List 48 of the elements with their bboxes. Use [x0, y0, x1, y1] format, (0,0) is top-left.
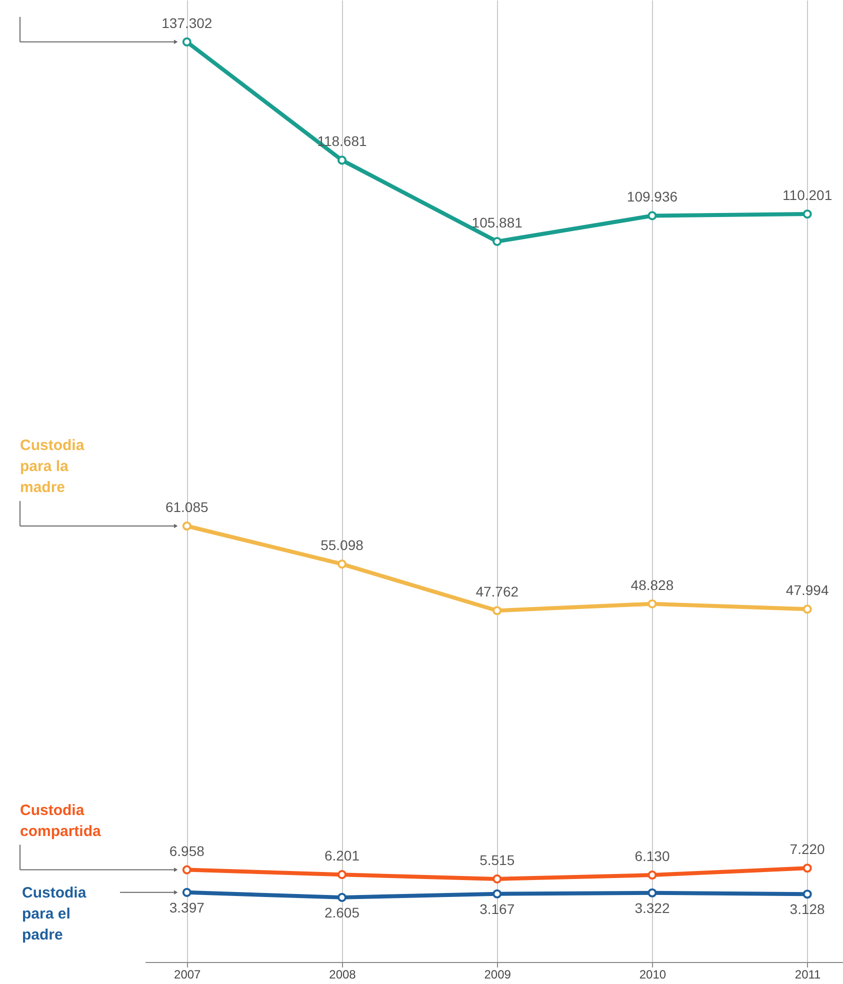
- x-tick-label: 2010: [639, 968, 666, 982]
- data-label: 3.167: [480, 900, 515, 917]
- data-label: 110.201: [782, 187, 832, 204]
- data-label: 118.681: [317, 133, 367, 150]
- data-label: 7.220: [790, 841, 826, 858]
- data-label: 105.881: [472, 214, 523, 230]
- data-label: 55.098: [320, 537, 364, 554]
- point: [802, 210, 812, 219]
- data-label: 3.128: [790, 901, 826, 918]
- x-tick-label: 2011: [794, 968, 822, 982]
- data-label: 47.762: [476, 584, 519, 600]
- x-tick-label: 2008: [329, 968, 356, 982]
- point: [492, 236, 502, 246]
- data-label: 137.302: [162, 14, 212, 31]
- point: [648, 599, 657, 608]
- point: [182, 865, 192, 874]
- data-label: 61.085: [165, 499, 208, 515]
- point: [802, 604, 812, 614]
- point: [182, 888, 192, 897]
- point: [492, 889, 502, 898]
- point: [802, 890, 812, 899]
- data-label: 3.322: [634, 900, 670, 916]
- point: [182, 37, 192, 46]
- text: Custodia para el padre: [22, 884, 87, 944]
- data-label: 48.828: [630, 576, 674, 593]
- point: [648, 888, 657, 898]
- data-label: 47.994: [786, 582, 829, 598]
- point: [492, 606, 502, 616]
- text: Custodia para la madre: [20, 437, 85, 496]
- text: Custodia compartida: [20, 802, 102, 840]
- point: [337, 892, 347, 902]
- data-label: 6.130: [634, 848, 670, 864]
- point: [802, 864, 812, 873]
- data-label: 5.515: [480, 852, 515, 868]
- data-label: 2.605: [324, 904, 360, 920]
- data-label: 109.936: [626, 188, 678, 205]
- data-label: 6.958: [169, 842, 205, 859]
- point: [648, 211, 657, 220]
- data-label: 6.201: [324, 848, 360, 864]
- x-tick-label: 2007: [174, 968, 202, 982]
- data-label: 3.397: [169, 899, 205, 916]
- point: [337, 870, 347, 880]
- point: [492, 874, 502, 884]
- point: [337, 156, 347, 165]
- point: [648, 870, 657, 880]
- x-tick-label: 2009: [484, 968, 512, 982]
- point: [182, 521, 192, 531]
- point: [337, 560, 347, 569]
